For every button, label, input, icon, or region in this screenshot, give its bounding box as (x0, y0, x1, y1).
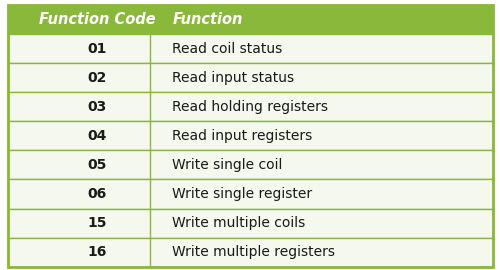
Text: Read coil status: Read coil status (172, 42, 283, 56)
Text: Write single coil: Write single coil (172, 158, 283, 172)
Bar (8, 121, 492, 150)
Bar (8, 92, 492, 121)
Text: Write multiple registers: Write multiple registers (172, 245, 336, 259)
Text: Read input status: Read input status (172, 71, 294, 85)
Text: 03: 03 (88, 100, 107, 114)
Text: 15: 15 (88, 216, 107, 230)
Text: Write single register: Write single register (172, 187, 312, 201)
Bar (8, 180, 492, 208)
Text: 05: 05 (88, 158, 107, 172)
Text: Read holding registers: Read holding registers (172, 100, 328, 114)
Bar (8, 208, 492, 238)
Text: 04: 04 (88, 129, 107, 143)
Text: 06: 06 (88, 187, 107, 201)
Bar (8, 238, 492, 267)
Text: Read input registers: Read input registers (172, 129, 313, 143)
Text: Function Code: Function Code (39, 12, 156, 27)
Bar (8, 5, 492, 34)
Text: Write multiple coils: Write multiple coils (172, 216, 306, 230)
Text: 01: 01 (88, 42, 107, 56)
Text: 02: 02 (88, 71, 107, 85)
Text: Function: Function (172, 12, 243, 27)
Bar (8, 34, 492, 63)
Bar (8, 63, 492, 92)
Text: 16: 16 (88, 245, 107, 259)
Bar (8, 150, 492, 180)
